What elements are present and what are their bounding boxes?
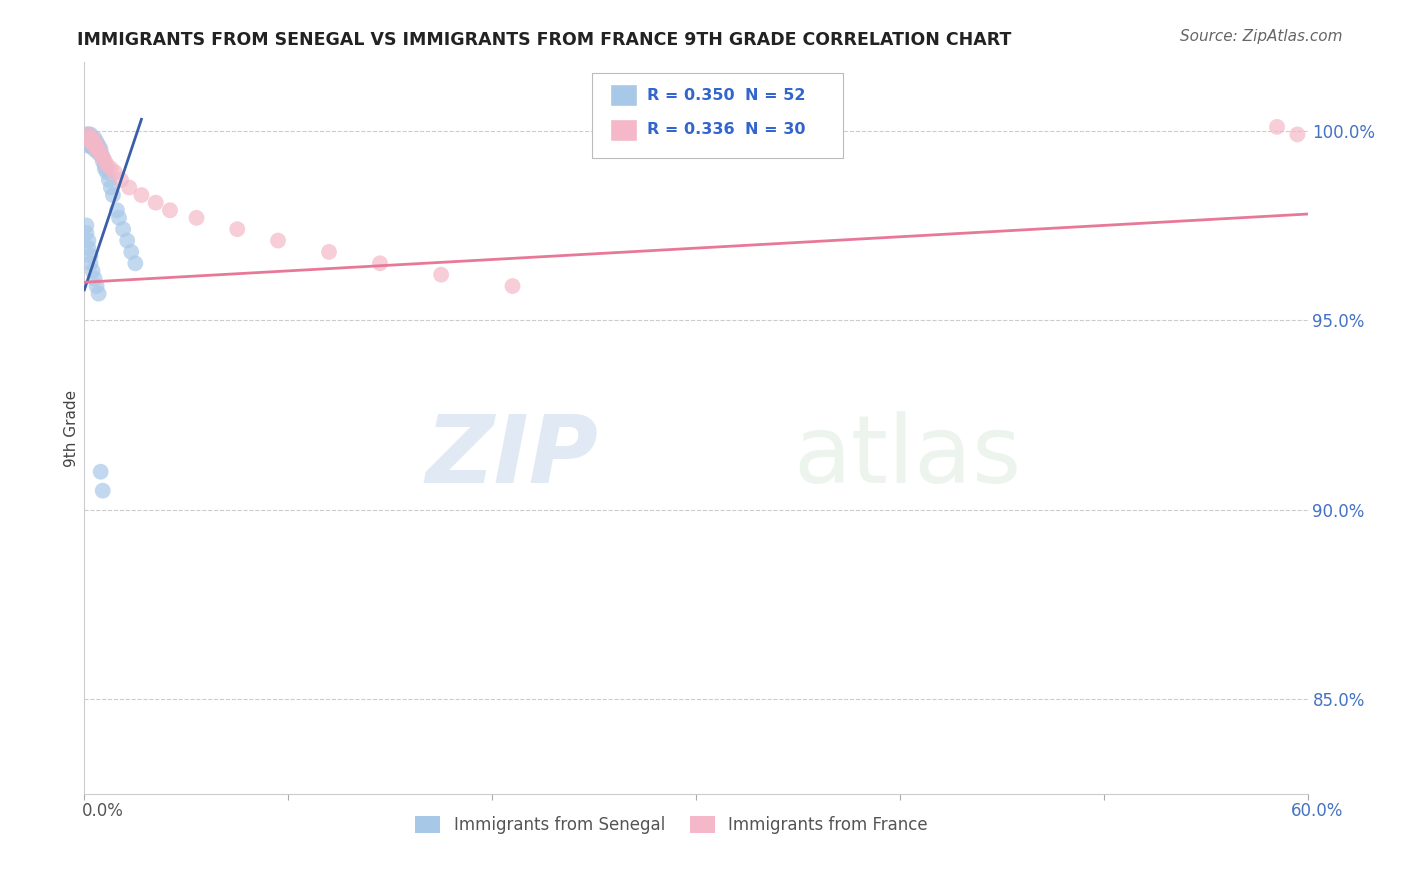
Point — [91, 483, 114, 498]
Point — [83, 135, 105, 149]
Legend: Immigrants from Senegal, Immigrants from France: Immigrants from Senegal, Immigrants from… — [409, 809, 935, 840]
Point — [96, 158, 118, 172]
Point — [226, 222, 249, 236]
Point — [115, 234, 138, 248]
Point — [90, 465, 112, 479]
Point — [1265, 120, 1288, 134]
Point — [90, 146, 112, 161]
Point — [77, 128, 100, 142]
Point — [75, 135, 97, 149]
Text: Source: ZipAtlas.com: Source: ZipAtlas.com — [1180, 29, 1343, 44]
Point — [75, 226, 97, 240]
Point — [91, 150, 114, 164]
Text: R = 0.336: R = 0.336 — [647, 122, 735, 137]
Point — [108, 211, 131, 225]
Point — [82, 131, 104, 145]
Point — [83, 271, 105, 285]
Point — [90, 146, 112, 161]
Point — [101, 188, 124, 202]
Point — [145, 195, 167, 210]
Point — [100, 161, 122, 176]
Point — [83, 131, 105, 145]
Point — [82, 264, 104, 278]
Point — [91, 150, 114, 164]
Point — [82, 138, 104, 153]
Point — [79, 138, 101, 153]
Point — [75, 128, 97, 142]
Point — [86, 279, 108, 293]
Point — [87, 143, 110, 157]
Point — [83, 138, 105, 153]
Point — [87, 138, 110, 153]
Point — [93, 161, 115, 176]
Point — [110, 173, 132, 187]
Point — [87, 286, 110, 301]
Point — [86, 143, 108, 157]
Point — [124, 256, 146, 270]
Point — [79, 131, 101, 145]
Text: atlas: atlas — [794, 411, 1022, 503]
Text: IMMIGRANTS FROM SENEGAL VS IMMIGRANTS FROM FRANCE 9TH GRADE CORRELATION CHART: IMMIGRANTS FROM SENEGAL VS IMMIGRANTS FR… — [77, 31, 1012, 49]
Point — [120, 244, 142, 259]
Point — [82, 131, 104, 145]
Point — [77, 135, 100, 149]
Point — [79, 131, 101, 145]
Point — [77, 131, 100, 145]
Point — [87, 143, 110, 157]
Point — [131, 188, 153, 202]
Point — [83, 138, 105, 153]
Point — [267, 234, 290, 248]
Point — [79, 135, 101, 149]
Text: 60.0%: 60.0% — [1291, 802, 1344, 820]
Point — [86, 138, 108, 153]
FancyBboxPatch shape — [610, 119, 637, 141]
Text: ZIP: ZIP — [425, 411, 598, 503]
Point — [368, 256, 391, 270]
Point — [159, 203, 181, 218]
Point — [75, 131, 97, 145]
Point — [79, 249, 101, 263]
Point — [83, 135, 105, 149]
Point — [90, 143, 112, 157]
Text: N = 30: N = 30 — [745, 122, 806, 137]
Y-axis label: 9th Grade: 9th Grade — [63, 390, 79, 467]
Point — [93, 153, 115, 168]
Point — [502, 279, 524, 293]
Point — [77, 234, 100, 248]
Point — [105, 203, 128, 218]
Point — [79, 135, 101, 149]
Point — [86, 138, 108, 153]
Point — [97, 173, 120, 187]
Point — [82, 135, 104, 149]
Point — [75, 219, 97, 233]
Point — [318, 244, 340, 259]
Point — [112, 222, 135, 236]
Point — [86, 143, 108, 157]
Point — [86, 135, 108, 149]
Point — [100, 180, 122, 194]
Point — [93, 158, 115, 172]
Text: N = 52: N = 52 — [745, 87, 806, 103]
Text: 0.0%: 0.0% — [82, 802, 124, 820]
Point — [79, 128, 101, 142]
Point — [82, 135, 104, 149]
FancyBboxPatch shape — [610, 85, 637, 106]
Point — [83, 143, 105, 157]
Point — [104, 165, 127, 179]
Point — [118, 180, 141, 194]
Point — [430, 268, 453, 282]
Point — [77, 138, 100, 153]
Point — [91, 153, 114, 168]
Text: R = 0.350: R = 0.350 — [647, 87, 735, 103]
Point — [77, 241, 100, 255]
Point — [96, 165, 118, 179]
Point — [186, 211, 208, 225]
Point — [79, 256, 101, 270]
Point — [87, 146, 110, 161]
FancyBboxPatch shape — [592, 73, 842, 158]
Point — [1286, 128, 1309, 142]
Point — [77, 128, 100, 142]
